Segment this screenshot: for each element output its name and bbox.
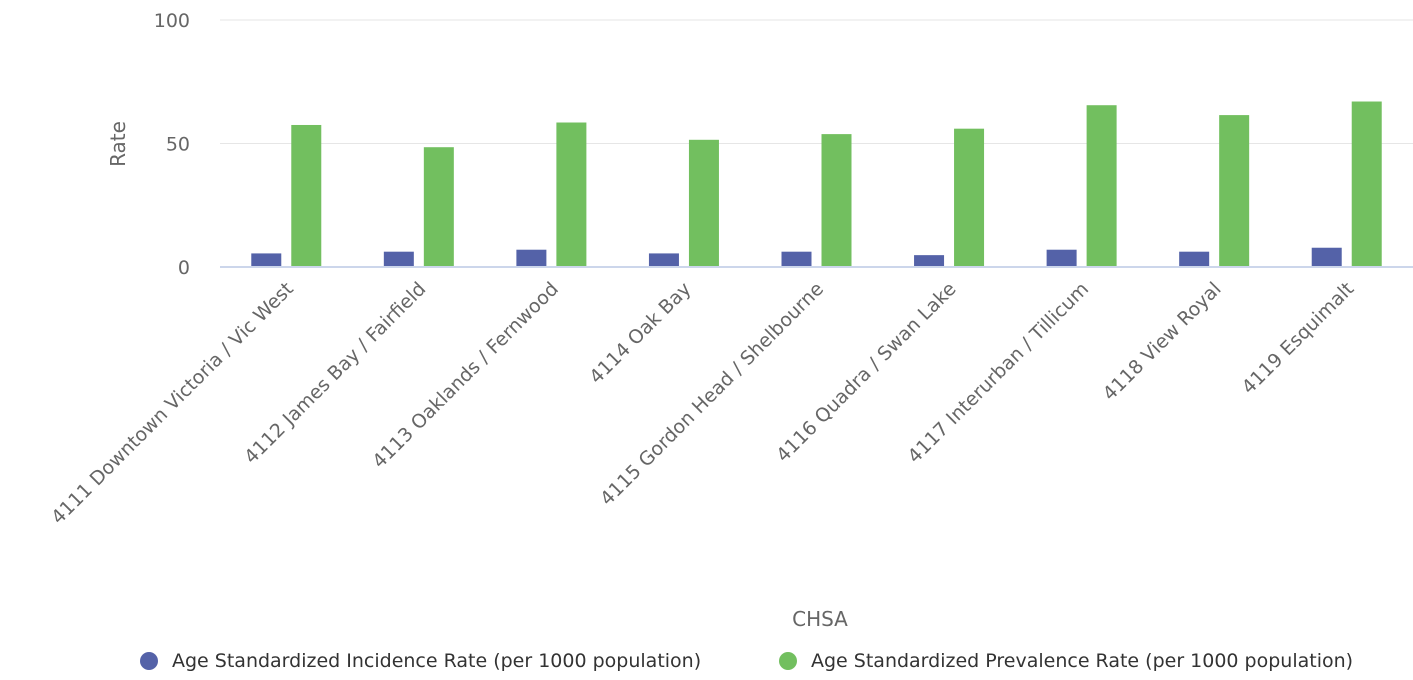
- y-tick-label: 0: [178, 257, 190, 279]
- legend-marker-prevalence: [779, 652, 797, 670]
- bar-prevalence: [1086, 105, 1117, 267]
- bar-incidence: [251, 253, 282, 267]
- bar-incidence: [1179, 251, 1210, 267]
- bar-prevalence: [1351, 101, 1382, 267]
- legend-item-prevalence[interactable]: Age Standardized Prevalence Rate (per 10…: [779, 650, 1353, 672]
- gridlines: [220, 19, 1413, 144]
- legend-item-incidence[interactable]: Age Standardized Incidence Rate (per 100…: [140, 650, 701, 672]
- bars: [251, 101, 1382, 267]
- legend-label-incidence: Age Standardized Incidence Rate (per 100…: [172, 650, 702, 672]
- x-tick-label: 4115 Gordon Head / Shelbourne: [596, 278, 828, 510]
- y-tick-label: 100: [154, 10, 190, 32]
- x-tick-label: 4111 Downtown Victoria / Vic West: [47, 278, 298, 529]
- legend-marker-incidence: [140, 652, 158, 670]
- bar-incidence: [516, 249, 547, 267]
- y-axis-ticks: 0 50 100: [154, 10, 190, 279]
- bar-incidence: [1046, 249, 1077, 267]
- chart-plot: 0 50 100 4111 Downtown Victoria / Vic West…: [47, 10, 1413, 631]
- bar-incidence: [914, 255, 945, 267]
- legend-label-prevalence: Age Standardized Prevalence Rate (per 10…: [811, 650, 1354, 672]
- bar-prevalence: [821, 134, 852, 267]
- legend: Age Standardized Incidence Rate (per 100…: [0, 650, 1413, 680]
- bar-prevalence: [291, 124, 322, 267]
- bar-prevalence: [423, 147, 454, 267]
- y-tick-label: 50: [166, 134, 190, 156]
- y-axis-title: Rate: [106, 121, 130, 167]
- bar-incidence: [383, 251, 414, 267]
- bar-prevalence: [688, 139, 719, 267]
- bar-incidence: [1311, 247, 1342, 267]
- bar-prevalence: [1219, 115, 1250, 267]
- bar-incidence: [781, 251, 812, 267]
- x-axis-title: CHSA: [792, 607, 848, 631]
- x-tick-label: 4119 Esquimalt: [1238, 278, 1359, 399]
- bar-prevalence: [556, 122, 587, 267]
- bar-prevalence: [954, 128, 985, 267]
- bar-incidence: [648, 253, 679, 267]
- x-tick-label: 4114 Oak Bay: [585, 278, 695, 388]
- x-tick-label: 4118 View Royal: [1099, 278, 1226, 405]
